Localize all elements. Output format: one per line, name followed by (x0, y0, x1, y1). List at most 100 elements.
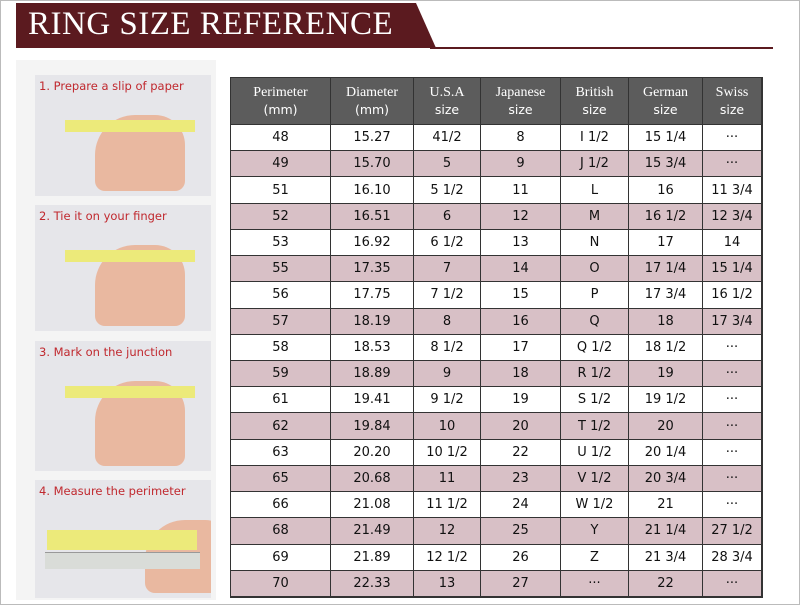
table-cell: 18 (629, 308, 702, 334)
column-name: Perimeter (253, 85, 308, 100)
table-cell: 15 3/4 (629, 151, 702, 177)
step-label: 1. Prepare a slip of paper (39, 79, 184, 93)
table-cell: 20.20 (331, 439, 413, 465)
column-header: Diameter (mm) (331, 78, 413, 124)
table-cell: 63 (231, 439, 330, 465)
table-cell: 7 1/2 (414, 282, 480, 308)
step-card: 2. Tie it on your finger (35, 205, 211, 331)
column-unit: size (434, 102, 460, 117)
column-name: Japanese (495, 85, 546, 100)
step-label: 2. Tie it on your finger (39, 209, 167, 223)
table-cell: 18.89 (331, 361, 413, 387)
table-cell: R 1/2 (561, 361, 628, 387)
table-cell: 11 (481, 177, 560, 203)
table-cell: 17.35 (331, 256, 413, 282)
column-name: British (575, 85, 614, 100)
table-cell: 12 1/2 (414, 544, 480, 570)
table-cell: 17.75 (331, 282, 413, 308)
table-cell: 10 1/2 (414, 439, 480, 465)
table-cell: 17 1/4 (629, 256, 702, 282)
table-cell: 11 1/2 (414, 492, 480, 518)
table-cell: 22 (481, 439, 560, 465)
table-cell: 21.49 (331, 518, 413, 544)
table-cell: M (561, 203, 628, 229)
step-card: 4. Measure the perimeter (35, 480, 211, 598)
table-cell: 18.19 (331, 308, 413, 334)
table-cell: 68 (231, 518, 330, 544)
step-card: 3. Mark on the junction (35, 341, 211, 471)
table-cell: 17 (481, 334, 560, 360)
table-cell: S 1/2 (561, 387, 628, 413)
table-cell: 17 (629, 229, 702, 256)
column-name: Diameter (345, 85, 399, 100)
table-cell: 24 (481, 492, 560, 518)
table-cell: 41/2 (414, 125, 480, 151)
table-cell: ··· (561, 570, 628, 596)
table-cell: Z (561, 544, 628, 570)
table-cell: 14 (703, 229, 761, 256)
table-cell: 9 (481, 151, 560, 177)
table-cell: 12 (481, 203, 560, 229)
column-unit: size (582, 102, 607, 117)
table-cell: 58 (231, 334, 330, 360)
table-cell: 20 (481, 413, 560, 439)
column-unit: size (719, 102, 745, 117)
table-cell: ··· (703, 334, 761, 360)
paper-strip (47, 530, 197, 550)
table-cell: 16 1/2 (629, 203, 702, 229)
table-cell: 16 1/2 (703, 282, 761, 308)
table-cell: U 1/2 (561, 439, 628, 465)
table-cell: ··· (703, 125, 761, 151)
table-cell: 21 1/4 (629, 518, 702, 544)
column-header: U.S.A size (414, 78, 480, 124)
title-rule (430, 47, 773, 49)
table-cell: 51 (231, 177, 330, 203)
table-cell: 9 1/2 (414, 387, 480, 413)
table-cell: 8 (481, 125, 560, 151)
step-label: 3. Mark on the junction (39, 345, 173, 359)
table-cell: 15 1/4 (629, 125, 702, 151)
table-cell: 8 (414, 308, 480, 334)
table-cell: 18 (481, 361, 560, 387)
table-cell: 23 (481, 465, 560, 492)
table-cell: 15.70 (331, 151, 413, 177)
column-unit: (mm) (354, 102, 390, 117)
table-cell: L (561, 177, 628, 203)
table-cell: 57 (231, 308, 330, 334)
table-cell: 15 1/4 (703, 256, 761, 282)
column-unit: size (653, 102, 678, 117)
table-cell: 62 (231, 413, 330, 439)
table-cell: 5 (414, 151, 480, 177)
table-cell: 19.84 (331, 413, 413, 439)
table-cell: 17 3/4 (703, 308, 761, 334)
table-cell: 20 1/4 (629, 439, 702, 465)
table-cell: 70 (231, 570, 330, 596)
table-cell: 10 (414, 413, 480, 439)
table-cell: 14 (481, 256, 560, 282)
table-cell: 13 (414, 570, 480, 596)
table-cell: 53 (231, 229, 330, 256)
table-cell: 27 (481, 570, 560, 596)
table-cell: 52 (231, 203, 330, 229)
table-cell: 11 3/4 (703, 177, 761, 203)
column-header: Japanese size (481, 78, 560, 124)
table-cell: O (561, 256, 628, 282)
table-cell: J 1/2 (561, 151, 628, 177)
column-header: Perimeter (mm) (231, 78, 330, 124)
table-cell: ··· (703, 492, 761, 518)
table-cell: 28 3/4 (703, 544, 761, 570)
table-cell: 13 (481, 229, 560, 256)
table-cell: 17 3/4 (629, 282, 702, 308)
table-cell: 19.41 (331, 387, 413, 413)
size-table: Perimeter (mm) Diameter (mm) U.S.A size Japane… (230, 77, 763, 598)
table-cell: W 1/2 (561, 492, 628, 518)
paper-strip (65, 250, 195, 262)
table-cell: 48 (231, 125, 330, 151)
table-cell: Q 1/2 (561, 334, 628, 360)
table-cell: ··· (703, 465, 761, 492)
table-cell: 18 1/2 (629, 334, 702, 360)
table-cell: I 1/2 (561, 125, 628, 151)
column-name: U.S.A (429, 85, 465, 100)
table-cell: P (561, 282, 628, 308)
